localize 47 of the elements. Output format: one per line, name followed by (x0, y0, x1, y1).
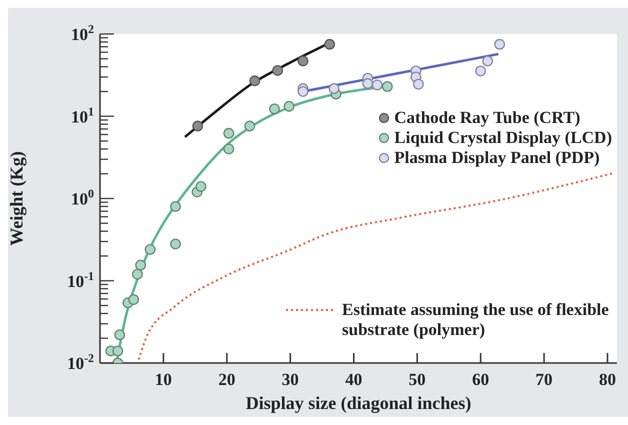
x-tick-label: 30 (282, 370, 299, 389)
x-tick-label: 10 (154, 370, 172, 389)
point (112, 346, 124, 356)
point (192, 120, 204, 132)
point (328, 83, 340, 94)
point (382, 81, 393, 92)
point (298, 86, 308, 97)
x-tick-label: 40 (345, 370, 362, 389)
legend-label: Estimate assuming the use of flexible substrate (polymer) (342, 300, 610, 340)
y-tick-label: 10$^{2}$ (71, 22, 94, 44)
point (223, 144, 234, 154)
point (170, 238, 181, 250)
y-tick-label: 10$^{0}$ (71, 186, 94, 208)
point (324, 38, 336, 50)
point (223, 128, 234, 139)
point (144, 244, 156, 255)
x-tick-label: 60 (472, 370, 490, 389)
x-tick-label: 70 (536, 370, 553, 389)
legend-label: Plasma Display Panel (PDP) (394, 148, 600, 168)
x-tick-label: 20 (218, 370, 236, 389)
point (362, 78, 374, 89)
point (244, 120, 256, 132)
legend-label: Cathode Ray Tube (CRT) (394, 108, 580, 128)
y-tick-label: 10$^{1}$ (71, 104, 94, 126)
point (170, 201, 181, 212)
point (413, 78, 424, 90)
point (494, 38, 506, 50)
point (249, 75, 260, 86)
point (482, 56, 493, 66)
x-tick-label: 50 (408, 370, 426, 389)
point (195, 181, 206, 192)
point (272, 65, 284, 76)
point (114, 329, 126, 340)
point (284, 100, 294, 112)
point (128, 294, 140, 305)
y-tick-label: 10$^{-1}$ (67, 268, 94, 291)
point (298, 56, 308, 66)
y-axis-title: Weight (Kg) (6, 151, 26, 246)
point (135, 260, 146, 270)
point (132, 268, 143, 280)
point (372, 80, 383, 90)
x-axis-title: Display size (diagonal inches) (246, 393, 472, 413)
legend-label: Liquid Crystal Display (LCD) (394, 128, 612, 148)
point (269, 103, 280, 114)
x-tick-label: 80 (598, 370, 616, 389)
point (475, 66, 486, 76)
y-tick-label: 10$^{-2}$ (67, 351, 94, 373)
